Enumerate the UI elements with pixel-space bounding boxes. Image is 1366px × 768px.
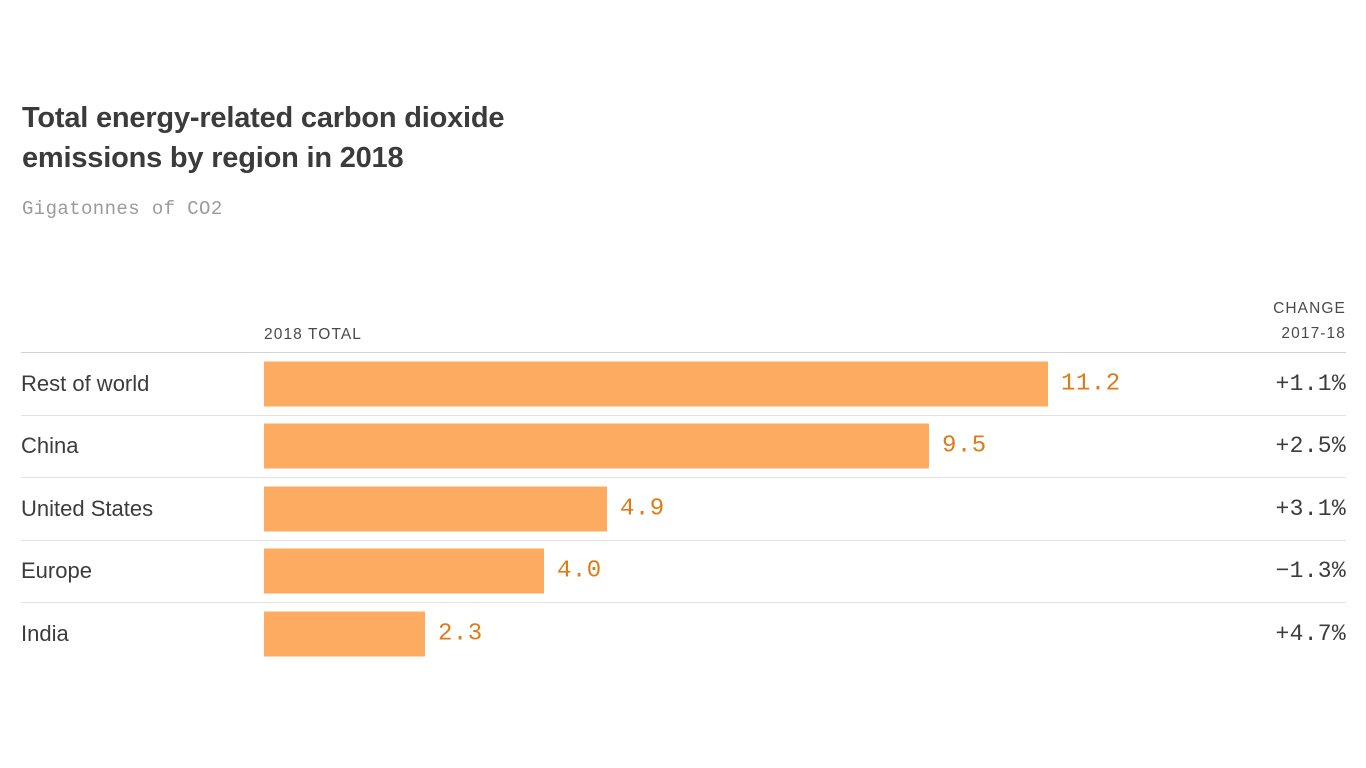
table-row: India 2.3 +4.7% (21, 603, 1346, 665)
region-label: China (21, 433, 79, 459)
table-row: China 9.5 +2.5% (21, 416, 1346, 478)
bar (264, 548, 544, 594)
bar-group: 4.9 (264, 486, 665, 532)
bar (264, 486, 607, 532)
bar-group: 11.2 (264, 361, 1121, 407)
column-header-change: CHANGE 2017-18 (1273, 296, 1346, 346)
table-header-row: 2018 TOTAL CHANGE 2017-18 (21, 286, 1346, 352)
table-row: United States 4.9 +3.1% (21, 478, 1346, 541)
region-label: Europe (21, 558, 92, 584)
emissions-table: 2018 TOTAL CHANGE 2017-18 Rest of world 1… (21, 286, 1346, 665)
bar (264, 361, 1048, 407)
change-value: +3.1% (1275, 495, 1346, 522)
region-label: Rest of world (21, 370, 150, 396)
change-value: +2.5% (1275, 433, 1346, 460)
chart-subtitle: Gigatonnes of CO2 (22, 198, 223, 220)
bar-group: 4.0 (264, 548, 602, 594)
region-label: United States (21, 495, 154, 521)
page-title: Total energy-related carbon dioxide emis… (22, 102, 505, 174)
change-value: +1.1% (1275, 370, 1346, 397)
bar-value-label: 2.3 (438, 620, 483, 648)
table-row: Europe 4.0 −1.3% (21, 541, 1346, 603)
column-header-change-line2: 2017-18 (1281, 325, 1346, 342)
change-value: −1.3% (1275, 558, 1346, 585)
table-row: Rest of world 11.2 +1.1% (21, 353, 1346, 416)
bar (264, 611, 425, 657)
chart-header: Total energy-related carbon dioxide emis… (22, 98, 922, 222)
table-body: Rest of world 11.2 +1.1% China 9.5 +2.5% Unite… (21, 352, 1346, 665)
column-header-2018-total: 2018 TOTAL (264, 326, 363, 343)
bar-value-label: 11.2 (1061, 370, 1121, 398)
bar-group: 9.5 (264, 423, 987, 469)
column-header-change-line1: CHANGE (1273, 300, 1346, 317)
bar-value-label: 4.0 (557, 557, 602, 585)
bar (264, 423, 929, 469)
region-label: India (21, 620, 69, 646)
bar-group: 2.3 (264, 611, 483, 657)
bar-value-label: 9.5 (942, 432, 987, 460)
change-value: +4.7% (1275, 620, 1346, 647)
bar-value-label: 4.9 (620, 495, 665, 523)
